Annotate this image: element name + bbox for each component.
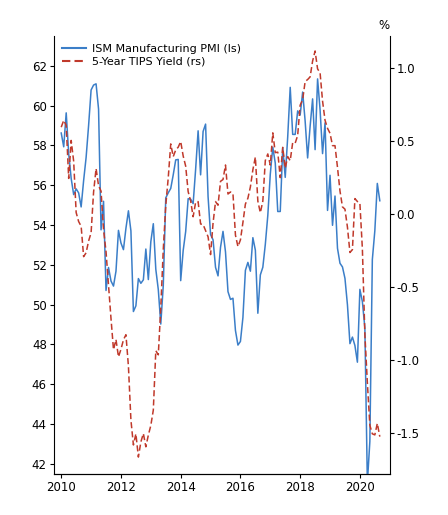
Legend: ISM Manufacturing PMI (ls), 5-Year TIPS Yield (rs): ISM Manufacturing PMI (ls), 5-Year TIPS …: [59, 42, 243, 69]
Text: %: %: [379, 19, 390, 32]
